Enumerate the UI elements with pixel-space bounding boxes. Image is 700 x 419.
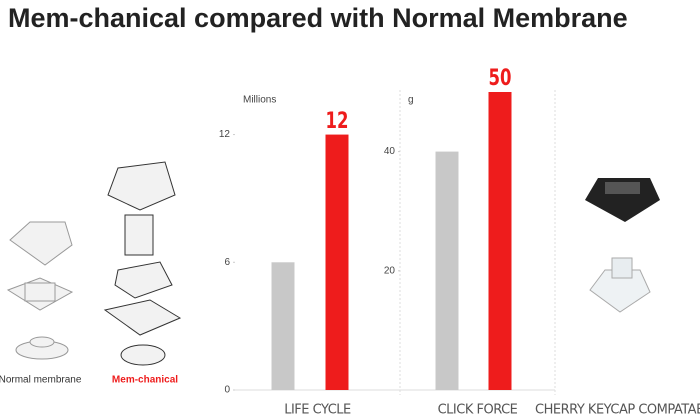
normal-label: Normal membrane [0, 375, 82, 386]
title: Mem-chanical compared with Normal Membra… [8, 3, 628, 33]
panel-label: CHERRY KEYCAP COMPATABLE [535, 403, 700, 418]
y-tick-label: 0 [224, 385, 230, 396]
y-tick-label: 40 [384, 146, 396, 157]
membrane-illustration [6, 221, 74, 360]
y-tick-label: 20 [384, 265, 396, 276]
y-tick-label: 12 [219, 129, 231, 140]
x-axis-label: LIFE CYCLE [284, 403, 351, 418]
value-label: 12 [326, 107, 349, 133]
value-label: 50 [489, 65, 512, 91]
y-tick-label: 6 [224, 257, 230, 268]
bar [325, 134, 349, 390]
memchanical-label: Mem-chanical [112, 375, 178, 386]
x-axis-label: CLICK FORCE [438, 403, 518, 418]
bar [271, 262, 295, 390]
memchanical-illustration [103, 161, 182, 366]
bar [488, 92, 512, 390]
bar [435, 151, 459, 390]
keycap-illustration [585, 178, 660, 313]
unit-label: g [408, 95, 414, 106]
unit-label: Millions [243, 95, 276, 106]
